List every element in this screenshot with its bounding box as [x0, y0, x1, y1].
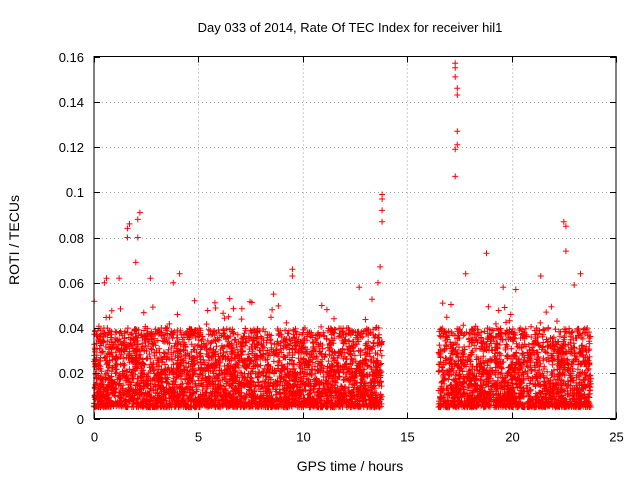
y-tick-label: 0.08 — [59, 231, 84, 246]
roti-series-markers — [91, 60, 594, 411]
x-axis-label: GPS time / hours — [297, 458, 404, 474]
x-tick-label: 0 — [91, 430, 98, 445]
y-tick-label: 0.02 — [59, 366, 84, 381]
data-points — [91, 60, 594, 411]
plot-frame — [93, 56, 617, 419]
x-tick-label: 25 — [609, 430, 623, 445]
y-tick-label: 0 — [77, 412, 84, 427]
x-tick-label: 20 — [505, 430, 519, 445]
x-tick-label: 5 — [195, 430, 202, 445]
y-tick-label: 0.1 — [66, 185, 84, 200]
y-tick-label: 0.04 — [59, 321, 84, 336]
x-tick-label: 15 — [400, 430, 414, 445]
chart-title: Day 033 of 2014, Rate Of TEC Index for r… — [198, 20, 503, 35]
y-tick-label: 0.16 — [59, 50, 84, 65]
axis-ticks: 0 0.02 0.04 0.06 0.08 0.1 0.12 0.14 0.16 0 5 10 15 20… — [59, 50, 624, 445]
x-tick-label: 10 — [296, 430, 310, 445]
y-tick-label: 0.14 — [59, 95, 84, 110]
y-axis-label: ROTI / TECUs — [6, 195, 22, 285]
y-tick-label: 0.12 — [59, 140, 84, 155]
y-tick-label: 0.06 — [59, 276, 84, 291]
